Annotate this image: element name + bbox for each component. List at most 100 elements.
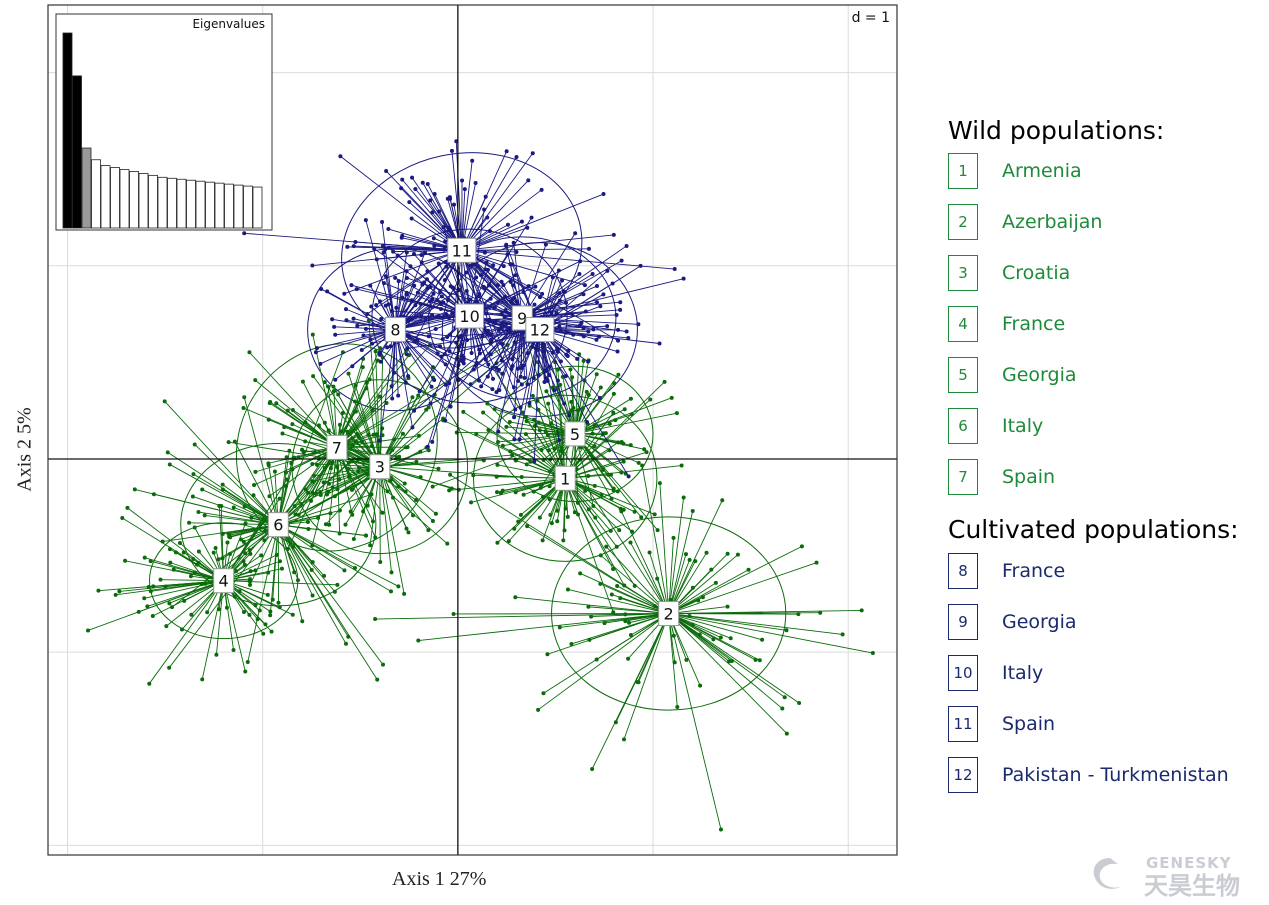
individual-point bbox=[557, 298, 562, 303]
origin-axes bbox=[48, 5, 897, 855]
individual-point bbox=[331, 389, 336, 394]
individual-point bbox=[605, 324, 610, 329]
individual-point bbox=[657, 341, 662, 346]
individual-point bbox=[402, 591, 407, 596]
individual-point bbox=[520, 410, 525, 415]
individual-point bbox=[165, 450, 170, 455]
individual-point bbox=[578, 571, 583, 576]
individual-point bbox=[445, 298, 450, 303]
individual-point bbox=[391, 249, 396, 254]
individual-point bbox=[565, 514, 570, 519]
individual-point bbox=[608, 528, 613, 533]
individual-point bbox=[262, 538, 267, 543]
eigenvalue-bar bbox=[205, 181, 215, 229]
legend-label: Georgia bbox=[1002, 364, 1077, 386]
individual-point bbox=[591, 327, 596, 332]
individual-point bbox=[571, 332, 576, 337]
individual-point bbox=[419, 314, 424, 319]
individual-point bbox=[468, 382, 473, 387]
individual-point bbox=[655, 528, 660, 533]
individual-point bbox=[259, 553, 264, 558]
individual-point bbox=[586, 359, 591, 364]
individual-ray bbox=[539, 329, 629, 477]
individual-point bbox=[120, 515, 125, 520]
individual-point bbox=[389, 589, 394, 594]
individual-point bbox=[425, 269, 430, 274]
individual-point bbox=[381, 662, 386, 667]
individual-point bbox=[615, 583, 620, 588]
individual-ray bbox=[189, 522, 279, 526]
individual-point bbox=[728, 636, 733, 641]
individual-ray bbox=[379, 377, 434, 467]
individual-point bbox=[363, 218, 368, 223]
individual-point bbox=[363, 326, 368, 331]
individual-point bbox=[535, 398, 540, 403]
individual-point bbox=[612, 381, 617, 386]
individual-point bbox=[386, 302, 391, 307]
individual-point bbox=[295, 578, 300, 583]
individual-point bbox=[380, 219, 385, 224]
individual-point bbox=[615, 349, 620, 354]
individual-point bbox=[439, 354, 444, 359]
individual-point bbox=[86, 628, 91, 633]
individual-point bbox=[287, 448, 292, 453]
individual-point bbox=[406, 374, 411, 379]
individual-point bbox=[232, 439, 237, 444]
individual-point bbox=[290, 422, 295, 427]
individual-point bbox=[267, 401, 272, 406]
individual-ray bbox=[336, 366, 364, 448]
individual-point bbox=[627, 620, 632, 625]
individual-point bbox=[474, 360, 479, 365]
legend-label: Croatia bbox=[1002, 262, 1071, 284]
individual-point bbox=[182, 598, 187, 603]
individual-ray bbox=[455, 141, 463, 251]
individual-point bbox=[407, 200, 412, 205]
individual-point bbox=[369, 304, 374, 309]
individual-point bbox=[425, 444, 430, 449]
centroid-label-text: 5 bbox=[570, 425, 580, 444]
individual-point bbox=[289, 461, 294, 466]
individual-point bbox=[561, 538, 566, 543]
individual-point bbox=[371, 432, 376, 437]
individual-point bbox=[511, 283, 516, 288]
individual-ray bbox=[496, 477, 566, 493]
individual-point bbox=[265, 592, 270, 597]
individual-point bbox=[277, 559, 282, 564]
individual-point bbox=[679, 463, 684, 468]
individual-ray bbox=[668, 613, 763, 641]
individual-point bbox=[510, 357, 515, 362]
individual-point bbox=[418, 449, 423, 454]
individual-point bbox=[503, 308, 508, 313]
individual-point bbox=[687, 557, 692, 562]
individual-ray bbox=[591, 613, 670, 770]
individual-point bbox=[609, 496, 614, 501]
individual-point bbox=[449, 148, 454, 153]
individual-point bbox=[404, 352, 409, 357]
group-ellipse-1 bbox=[472, 394, 658, 562]
individual-point bbox=[552, 388, 557, 393]
individual-ray bbox=[659, 483, 670, 614]
individual-ray bbox=[379, 454, 513, 468]
individual-point bbox=[410, 425, 415, 430]
individual-ray bbox=[668, 497, 685, 614]
individual-point bbox=[248, 582, 253, 587]
individual-point bbox=[594, 284, 599, 289]
individual-point bbox=[491, 376, 496, 381]
eigenvalue-bar bbox=[252, 186, 263, 229]
individual-point bbox=[797, 700, 802, 705]
individual-point bbox=[346, 474, 351, 479]
individual-point bbox=[253, 469, 258, 474]
individual-ray bbox=[461, 193, 604, 251]
individual-ray bbox=[539, 329, 560, 441]
individual-point bbox=[417, 389, 422, 394]
legend-number-box: 8 bbox=[948, 553, 978, 589]
centroid-label-4: 4 bbox=[213, 568, 235, 594]
eigenvalue-bar bbox=[195, 180, 206, 229]
centroid-label-text: 2 bbox=[664, 605, 674, 624]
individual-ray bbox=[564, 399, 651, 479]
individual-ray bbox=[526, 525, 669, 614]
individual-point bbox=[478, 273, 483, 278]
individual-ray bbox=[668, 554, 739, 614]
individual-point bbox=[378, 359, 383, 364]
